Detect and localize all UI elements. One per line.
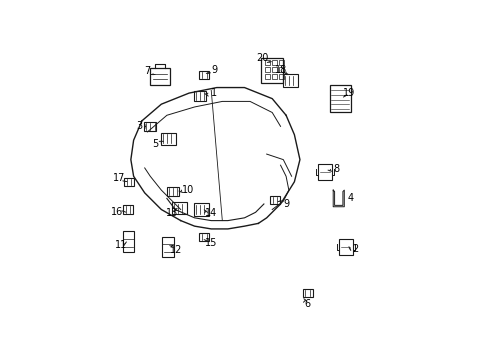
Bar <box>194 203 209 216</box>
Text: 4: 4 <box>346 193 353 203</box>
Bar <box>124 177 134 186</box>
Text: 13: 13 <box>165 208 178 218</box>
Text: 18: 18 <box>274 64 286 75</box>
Bar <box>269 196 279 204</box>
Bar <box>194 91 206 101</box>
Text: 12: 12 <box>169 245 182 255</box>
Bar <box>278 74 283 79</box>
Bar <box>171 202 186 214</box>
Bar <box>123 205 133 214</box>
Bar <box>264 60 269 66</box>
Bar <box>264 74 269 79</box>
Bar <box>282 75 297 87</box>
Text: 3: 3 <box>136 121 142 131</box>
Text: 15: 15 <box>204 238 216 248</box>
Bar <box>271 60 276 66</box>
Bar <box>329 85 350 112</box>
Bar <box>162 237 173 257</box>
Text: 14: 14 <box>204 208 216 218</box>
Bar <box>271 74 276 79</box>
Bar <box>166 186 179 196</box>
Text: 7: 7 <box>143 66 150 76</box>
Text: 5: 5 <box>152 139 158 149</box>
Text: 16: 16 <box>111 207 123 217</box>
Bar <box>261 58 283 84</box>
Text: 17: 17 <box>113 174 125 184</box>
Text: 6: 6 <box>304 299 310 309</box>
Text: 9: 9 <box>283 199 289 209</box>
Text: 8: 8 <box>333 164 339 174</box>
Bar <box>150 68 169 85</box>
Bar <box>264 67 269 72</box>
Text: 20: 20 <box>256 53 268 63</box>
Text: 10: 10 <box>181 185 193 195</box>
Bar <box>278 60 283 66</box>
Text: 9: 9 <box>210 64 217 75</box>
Text: 1: 1 <box>210 88 217 98</box>
Bar <box>317 165 331 180</box>
Bar <box>199 233 209 242</box>
Bar <box>302 288 312 297</box>
Bar <box>123 231 134 252</box>
Text: 2: 2 <box>351 244 358 254</box>
Bar <box>338 239 352 255</box>
Bar <box>199 71 209 79</box>
Bar <box>271 67 276 72</box>
Bar <box>144 122 156 131</box>
Bar <box>278 67 283 72</box>
Text: 11: 11 <box>115 240 127 250</box>
Bar <box>161 132 176 145</box>
Text: 19: 19 <box>343 88 355 98</box>
